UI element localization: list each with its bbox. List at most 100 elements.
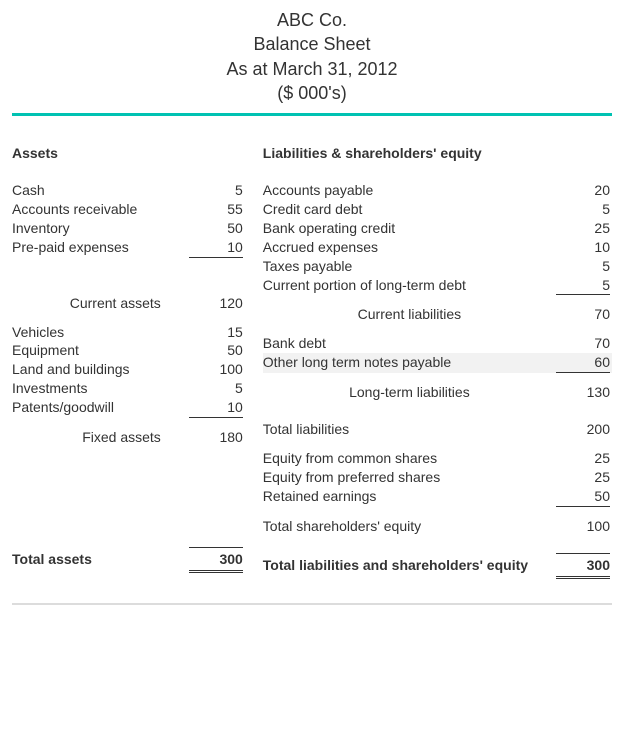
label: Current assets	[12, 294, 189, 313]
longterm-liabilities-list: Bank debt 70 Other long term notes payab…	[263, 334, 612, 373]
equity-list: Equity from common shares 25 Equity from…	[263, 449, 612, 507]
label: Investments	[12, 379, 189, 398]
value: 200	[556, 420, 612, 439]
label: Current portion of long-term debt	[263, 276, 556, 295]
value: 20	[556, 181, 612, 200]
value: 10	[556, 238, 612, 257]
value: 130	[556, 383, 612, 402]
label: Total shareholders' equity	[263, 517, 556, 536]
label: Accounts payable	[263, 181, 556, 200]
label: Pre-paid expenses	[12, 238, 189, 257]
header-block: ABC Co. Balance Sheet As at March 31, 20…	[12, 8, 612, 111]
row-patents: Patents/goodwill 10	[12, 398, 245, 418]
label: Cash	[12, 181, 189, 200]
label: Equipment	[12, 341, 189, 360]
value: 25	[556, 449, 612, 468]
longterm-liabilities-subtotal: Long-term liabilities 130	[263, 383, 612, 402]
row-bank-debt: Bank debt 70	[263, 334, 612, 353]
total-liab-equity: Total liabilities and shareholders' equi…	[263, 553, 612, 579]
liabilities-column: Liabilities & shareholders' equity Accou…	[263, 144, 612, 579]
row-cc: Credit card debt 5	[263, 200, 612, 219]
liabilities-title: Liabilities & shareholders' equity	[263, 144, 612, 163]
total-liabilities: Total liabilities 200	[263, 420, 612, 439]
value: 5	[556, 276, 612, 296]
label: Vehicles	[12, 323, 189, 342]
value: 10	[189, 398, 245, 418]
row-ap: Accounts payable 20	[263, 181, 612, 200]
teal-rule	[12, 113, 612, 116]
label: Taxes payable	[263, 257, 556, 276]
value: 70	[556, 334, 612, 353]
label: Credit card debt	[263, 200, 556, 219]
value: 70	[556, 305, 612, 324]
label: Fixed assets	[12, 428, 189, 447]
row-taxes: Taxes payable 5	[263, 257, 612, 276]
row-investments: Investments 5	[12, 379, 245, 398]
label: Long-term liabilities	[263, 383, 556, 402]
header-title: Balance Sheet	[12, 32, 612, 56]
value: 50	[189, 341, 245, 360]
row-vehicles: Vehicles 15	[12, 323, 245, 342]
label: Bank debt	[263, 334, 556, 353]
row-other-lt-notes: Other long term notes payable 60	[263, 353, 612, 373]
header-company: ABC Co.	[12, 8, 612, 32]
label: Land and buildings	[12, 360, 189, 379]
current-liabilities-list: Accounts payable 20 Credit card debt 5 B…	[263, 181, 612, 295]
assets-column: Assets Cash 5 Accounts receivable 55 Inv…	[12, 144, 245, 579]
value: 5	[556, 257, 612, 276]
label: Total assets	[12, 550, 189, 569]
row-land: Land and buildings 100	[12, 360, 245, 379]
value: 100	[556, 517, 612, 536]
current-assets-subtotal: Current assets 120	[12, 294, 245, 313]
label: Equity from common shares	[263, 449, 556, 468]
assets-title: Assets	[12, 144, 245, 163]
label: Retained earnings	[263, 487, 556, 506]
value: 5	[189, 379, 245, 398]
label: Current liabilities	[263, 305, 556, 324]
value: 25	[556, 468, 612, 487]
row-inventory: Inventory 50	[12, 219, 245, 238]
row-equipment: Equipment 50	[12, 341, 245, 360]
row-ar: Accounts receivable 55	[12, 200, 245, 219]
total-assets: Total assets 300	[12, 547, 245, 573]
row-bank-op: Bank operating credit 25	[263, 219, 612, 238]
label: Total liabilities and shareholders' equi…	[263, 556, 556, 575]
label: Bank operating credit	[263, 219, 556, 238]
value: 5	[556, 200, 612, 219]
row-cash: Cash 5	[12, 181, 245, 200]
value: 55	[189, 200, 245, 219]
total-equity: Total shareholders' equity 100	[263, 517, 612, 536]
header-units: ($ 000's)	[12, 81, 612, 105]
value: 100	[189, 360, 245, 379]
current-liabilities-subtotal: Current liabilities 70	[263, 305, 612, 324]
value: 5	[189, 181, 245, 200]
balance-sheet-page: ABC Co. Balance Sheet As at March 31, 20…	[12, 0, 612, 615]
row-retained: Retained earnings 50	[263, 487, 612, 507]
value: 300	[189, 547, 245, 573]
value: 50	[556, 487, 612, 507]
footer-rule	[12, 603, 612, 605]
value: 15	[189, 323, 245, 342]
fixed-assets-subtotal: Fixed assets 180	[12, 428, 245, 447]
value: 120	[189, 294, 245, 313]
row-common: Equity from common shares 25	[263, 449, 612, 468]
value: 10	[189, 238, 245, 258]
label: Other long term notes payable	[263, 353, 556, 372]
value: 300	[556, 553, 612, 579]
fixed-assets-list: Vehicles 15 Equipment 50 Land and buildi…	[12, 323, 245, 418]
row-cpltd: Current portion of long-term debt 5	[263, 276, 612, 296]
current-assets-list: Cash 5 Accounts receivable 55 Inventory …	[12, 181, 245, 258]
columns: Assets Cash 5 Accounts receivable 55 Inv…	[12, 144, 612, 579]
label: Accounts receivable	[12, 200, 189, 219]
label: Equity from preferred shares	[263, 468, 556, 487]
value: 180	[189, 428, 245, 447]
value: 50	[189, 219, 245, 238]
value: 60	[556, 353, 612, 373]
label: Accrued expenses	[263, 238, 556, 257]
label: Inventory	[12, 219, 189, 238]
row-preferred: Equity from preferred shares 25	[263, 468, 612, 487]
value: 25	[556, 219, 612, 238]
row-prepaid: Pre-paid expenses 10	[12, 238, 245, 258]
header-date: As at March 31, 2012	[12, 57, 612, 81]
label: Patents/goodwill	[12, 398, 189, 417]
